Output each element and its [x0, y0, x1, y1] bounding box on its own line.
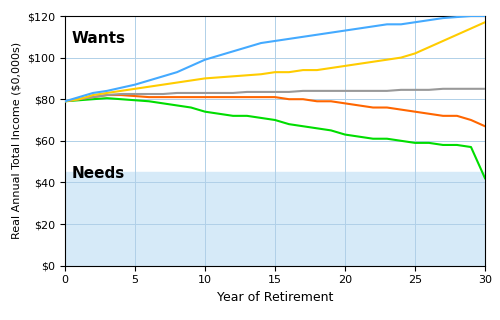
Text: Wants: Wants — [72, 30, 126, 45]
X-axis label: Year of Retirement: Year of Retirement — [217, 291, 333, 304]
Bar — [65, 172, 485, 266]
Legend: 5th, 25th, 50th, 75th, 95th: 5th, 25th, 50th, 75th, 95th — [147, 319, 420, 320]
Y-axis label: Real Annual Total Income ($0,000s): Real Annual Total Income ($0,000s) — [12, 42, 22, 239]
Text: Needs: Needs — [72, 166, 125, 181]
